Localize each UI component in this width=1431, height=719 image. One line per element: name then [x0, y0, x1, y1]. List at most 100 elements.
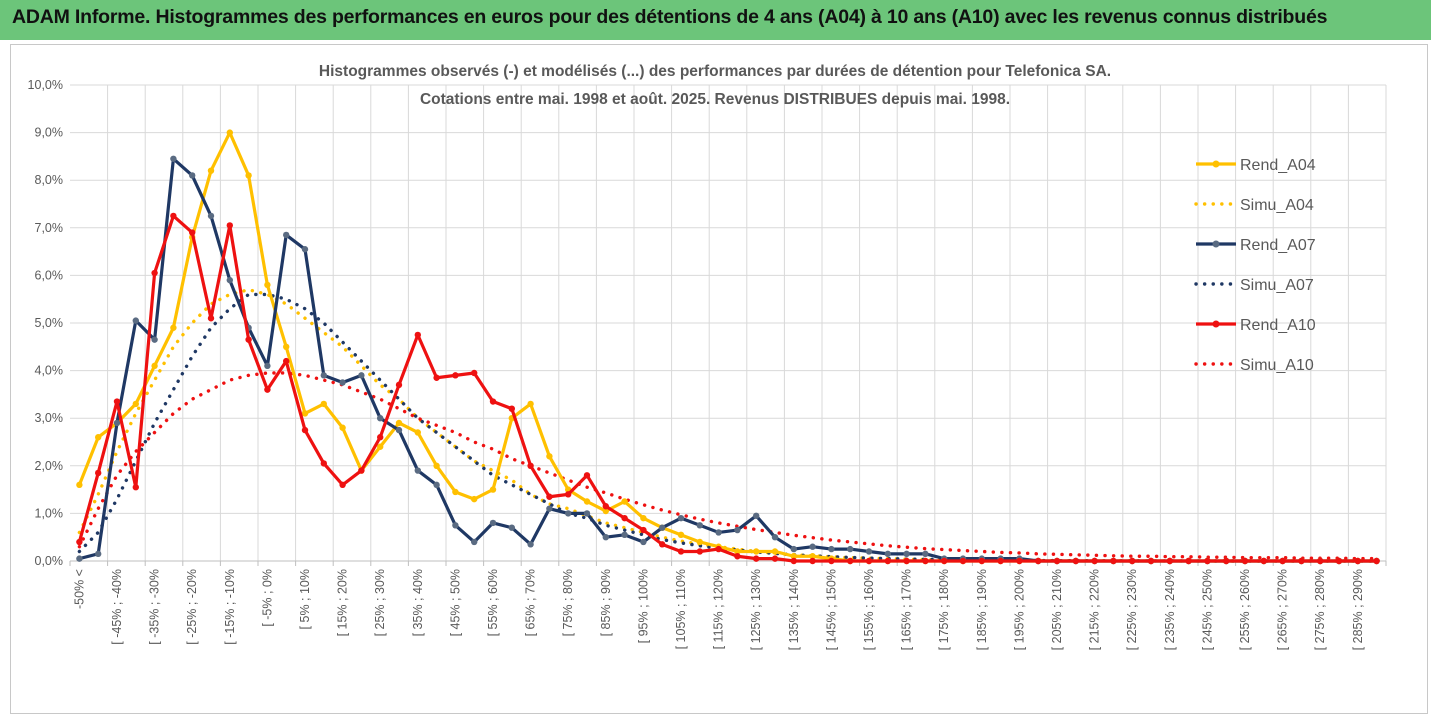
data-point-rend-a04 — [433, 462, 440, 469]
series-line-rend-a10 — [77, 214, 1377, 563]
data-point-rend-a10 — [245, 336, 252, 343]
x-tick-label: [ -25% ; -20% — [185, 569, 199, 645]
x-tick-label: [ 95% ; 100% — [636, 569, 650, 643]
data-point-rend-a04 — [621, 498, 628, 505]
data-point-rend-a10 — [865, 557, 873, 565]
y-tick-label: 1,0% — [35, 506, 64, 520]
data-point-rend-a10 — [189, 229, 196, 236]
data-point-rend-a10 — [583, 472, 591, 479]
data-point-rend-a07 — [189, 172, 196, 179]
data-point-rend-a10 — [151, 269, 158, 277]
data-point-rend-a10 — [358, 467, 365, 474]
data-point-rend-a10 — [696, 548, 703, 555]
data-point-rend-a07 — [621, 531, 628, 539]
x-tick-label: [ 145% ; 150% — [824, 569, 838, 650]
data-point-rend-a10 — [715, 545, 722, 553]
data-point-rend-a10 — [677, 548, 685, 555]
y-tick-label: 3,0% — [35, 411, 64, 425]
data-point-rend-a07 — [395, 426, 403, 434]
data-point-rend-a10 — [1204, 557, 1211, 565]
data-point-rend-a10 — [1035, 557, 1042, 565]
data-point-rend-a07 — [95, 550, 102, 558]
y-tick-label: 10,0% — [28, 78, 63, 92]
x-tick-label: [ 255% ; 260% — [1238, 569, 1252, 650]
data-point-rend-a07 — [113, 419, 121, 427]
data-point-rend-a04 — [170, 324, 177, 331]
data-point-rend-a04 — [320, 400, 327, 408]
y-tick-label: 7,0% — [35, 221, 64, 235]
data-point-rend-a10 — [95, 469, 102, 477]
data-point-rend-a10 — [1260, 557, 1268, 565]
legend-label-rend-a07: Rend_A07 — [1240, 237, 1316, 254]
legend-label-simu-a04: Simu_A04 — [1240, 197, 1314, 214]
data-point-rend-a10 — [1072, 557, 1080, 565]
data-point-rend-a10 — [828, 557, 835, 565]
series-line-rend-a04 — [77, 130, 1377, 563]
x-tick-label: [ 25% ; 30% — [373, 569, 387, 636]
legend-label-simu-a07: Simu_A07 — [1240, 277, 1314, 294]
data-point-rend-a07 — [358, 372, 365, 379]
data-point-rend-a04 — [583, 498, 591, 505]
y-tick-label: 2,0% — [35, 459, 64, 473]
x-tick-label: [ 45% ; 50% — [448, 569, 462, 636]
data-point-rend-a07 — [715, 529, 722, 536]
data-point-rend-a04 — [264, 281, 271, 289]
data-point-rend-a04 — [339, 424, 346, 431]
legend: Rend_A04 Simu_A04 Rend_A07 Simu_A07 Rend_A10… — [1194, 157, 1316, 374]
legend-marker-rend-a04 — [1212, 160, 1220, 168]
x-tick-label: [ 125% ; 130% — [749, 569, 763, 650]
data-point-rend-a07 — [565, 510, 572, 517]
data-point-rend-a07 — [583, 510, 591, 517]
x-tick-label: [ 165% ; 170% — [900, 569, 914, 650]
data-point-rend-a07 — [452, 522, 459, 529]
data-point-rend-a10 — [1279, 557, 1286, 565]
data-point-rend-a10 — [922, 557, 929, 565]
data-point-rend-a07 — [320, 372, 327, 379]
data-point-rend-a10 — [978, 557, 985, 565]
x-tick-label: [ 5% ; 10% — [298, 569, 312, 629]
x-tick-label: [ 275% ; 280% — [1313, 569, 1327, 650]
chart-title: Histogrammes observés (-) et modélisés (… — [319, 63, 1111, 108]
data-point-rend-a07 — [226, 276, 233, 284]
data-point-rend-a10 — [320, 460, 327, 467]
y-axis-tick-labels: 0,0% 1,0% 2,0% 3,0% 4,0% 5,0% 6,0% 7,0% 8,0% 9,0%… — [28, 78, 63, 568]
data-point-rend-a04 — [696, 538, 703, 546]
data-point-rend-a07 — [790, 545, 797, 553]
data-point-rend-a10 — [959, 557, 967, 565]
data-point-rend-a10 — [640, 526, 647, 534]
data-point-rend-a04 — [489, 486, 497, 493]
data-point-rend-a04 — [151, 362, 158, 370]
data-point-rend-a10 — [997, 557, 1004, 565]
x-tick-label: -50% < — [72, 569, 86, 609]
data-point-rend-a10 — [1091, 557, 1098, 565]
data-point-rend-a10 — [790, 557, 797, 565]
data-point-rend-a07 — [640, 538, 647, 546]
data-point-rend-a10 — [1335, 557, 1343, 565]
data-point-rend-a07 — [283, 231, 290, 239]
data-point-rend-a07 — [809, 543, 816, 550]
data-point-rend-a10 — [1223, 557, 1230, 565]
data-point-rend-a07 — [828, 545, 835, 553]
data-point-rend-a07 — [377, 415, 384, 422]
x-tick-label: [ 285% ; 290% — [1351, 569, 1365, 650]
data-point-rend-a07 — [546, 505, 553, 512]
report-header-banner: ADAM Informe. Histogrammes des performan… — [0, 0, 1431, 40]
legend-marker-rend-a10 — [1212, 320, 1220, 328]
data-point-rend-a10 — [452, 372, 459, 379]
data-point-rend-a04 — [640, 514, 647, 522]
data-point-rend-a10 — [809, 557, 816, 565]
data-point-rend-a07 — [170, 155, 177, 162]
chart-title-line-2: Cotations entre mai. 1998 et août. 2025.… — [420, 91, 1010, 108]
x-tick-label: [ 135% ; 140% — [787, 569, 801, 650]
data-point-rend-a07 — [264, 362, 271, 370]
data-point-rend-a10 — [527, 462, 534, 469]
x-tick-label: [ 185% ; 190% — [975, 569, 989, 650]
x-tick-label: [ -15% ; -10% — [223, 569, 237, 645]
y-tick-label: 6,0% — [35, 268, 64, 282]
gridlines — [70, 84, 1387, 561]
data-point-rend-a04 — [452, 488, 459, 496]
x-tick-label: [ 195% ; 200% — [1012, 569, 1026, 650]
data-point-rend-a10 — [301, 426, 309, 434]
data-point-rend-a10 — [1016, 557, 1023, 565]
series-line-rend-a07 — [79, 157, 1377, 563]
